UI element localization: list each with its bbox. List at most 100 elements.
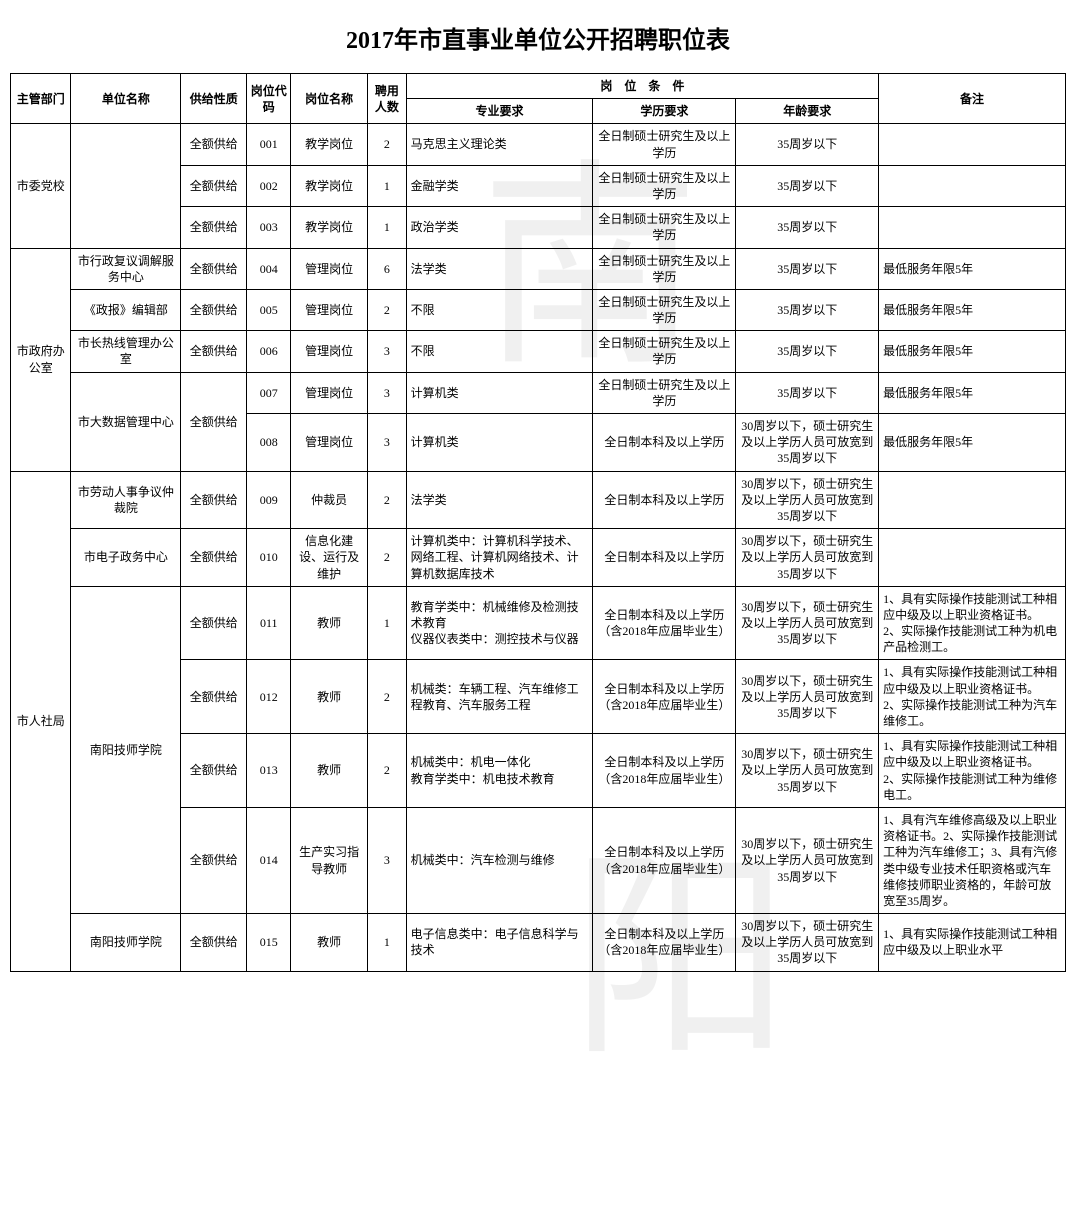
th-code: 岗位代码 [247, 74, 291, 124]
cell-note: 1、具有实际操作技能测试工种相应中级及以上职业资格证书。2、实际操作技能测试工种… [879, 734, 1066, 808]
cell-supply: 全额供给 [181, 248, 247, 289]
cell-code: 015 [247, 914, 291, 972]
cell-edu: 全日制本科及以上学历（含2018年应届毕业生） [593, 586, 736, 660]
table-row: 市人社局市劳动人事争议仲裁院全额供给009仲裁员2法学类全日制本科及以上学历30… [11, 471, 1066, 529]
cell-supply: 全额供给 [181, 914, 247, 972]
th-supply: 供给性质 [181, 74, 247, 124]
table-row: 南阳技师学院全额供给015教师1电子信息类中：电子信息科学与技术全日制本科及以上… [11, 914, 1066, 972]
cell-count: 1 [368, 207, 406, 248]
cell-code: 008 [247, 414, 291, 472]
cell-major: 政治学类 [406, 207, 593, 248]
cell-note [879, 471, 1066, 529]
cell-note [879, 207, 1066, 248]
cell-code: 001 [247, 124, 291, 165]
cell-major: 教育学类中：机械维修及检测技术教育仪器仪表类中：测控技术与仪器 [406, 586, 593, 660]
cell-note [879, 124, 1066, 165]
cell-major: 计算机类 [406, 414, 593, 472]
cell-count: 2 [368, 289, 406, 330]
cell-supply: 全额供给 [181, 586, 247, 660]
cell-code: 009 [247, 471, 291, 529]
cell-edu: 全日制硕士研究生及以上学历 [593, 207, 736, 248]
cell-age: 30周岁以下，硕士研究生及以上学历人员可放宽到35周岁以下 [736, 414, 879, 472]
cell-supply: 全额供给 [181, 165, 247, 206]
cell-code: 012 [247, 660, 291, 734]
cell-dept: 市人社局 [11, 471, 71, 971]
th-note: 备注 [879, 74, 1066, 124]
cell-note: 1、具有实际操作技能测试工种相应中级及以上职业水平 [879, 914, 1066, 972]
cell-edu: 全日制本科及以上学历 [593, 529, 736, 587]
cell-count: 2 [368, 124, 406, 165]
cell-unit: 市劳动人事争议仲裁院 [71, 471, 181, 529]
cell-age: 30周岁以下，硕士研究生及以上学历人员可放宽到35周岁以下 [736, 471, 879, 529]
cell-age: 30周岁以下，硕士研究生及以上学历人员可放宽到35周岁以下 [736, 914, 879, 972]
cell-major: 机械类：车辆工程、汽车维修工程教育、汽车服务工程 [406, 660, 593, 734]
cell-count: 3 [368, 331, 406, 372]
cell-supply: 全额供给 [181, 331, 247, 372]
cell-pname: 管理岗位 [291, 248, 368, 289]
cell-age: 35周岁以下 [736, 124, 879, 165]
th-cond-group: 岗 位 条 件 [406, 74, 879, 99]
cell-edu: 全日制本科及以上学历（含2018年应届毕业生） [593, 807, 736, 913]
cell-count: 2 [368, 471, 406, 529]
cell-dept: 市政府办公室 [11, 248, 71, 471]
cell-edu: 全日制本科及以上学历（含2018年应届毕业生） [593, 734, 736, 808]
cell-count: 2 [368, 734, 406, 808]
cell-supply: 全额供给 [181, 807, 247, 913]
cell-edu: 全日制硕士研究生及以上学历 [593, 248, 736, 289]
cell-age: 30周岁以下，硕士研究生及以上学历人员可放宽到35周岁以下 [736, 660, 879, 734]
cell-unit: 市长热线管理办公室 [71, 331, 181, 372]
cell-age: 35周岁以下 [736, 372, 879, 413]
cell-edu: 全日制硕士研究生及以上学历 [593, 372, 736, 413]
cell-age: 30周岁以下，硕士研究生及以上学历人员可放宽到35周岁以下 [736, 734, 879, 808]
cell-major: 计算机类 [406, 372, 593, 413]
cell-unit: 南阳技师学院 [71, 586, 181, 913]
table-header: 主管部门 单位名称 供给性质 岗位代码 岗位名称 聘用人数 岗 位 条 件 备注… [11, 74, 1066, 124]
cell-note: 最低服务年限5年 [879, 372, 1066, 413]
cell-code: 014 [247, 807, 291, 913]
cell-major: 机械类中：机电一体化教育学类中：机电技术教育 [406, 734, 593, 808]
cell-pname: 教师 [291, 914, 368, 972]
cell-note: 1、具有汽车维修高级及以上职业资格证书。2、实际操作技能测试工种为汽车维修工；3… [879, 807, 1066, 913]
th-age: 年龄要求 [736, 99, 879, 124]
cell-dept: 市委党校 [11, 124, 71, 248]
cell-code: 004 [247, 248, 291, 289]
cell-edu: 全日制硕士研究生及以上学历 [593, 289, 736, 330]
cell-major: 机械类中：汽车检测与维修 [406, 807, 593, 913]
cell-pname: 教学岗位 [291, 165, 368, 206]
cell-note: 1、具有实际操作技能测试工种相应中级及以上职业资格证书。2、实际操作技能测试工种… [879, 586, 1066, 660]
cell-edu: 全日制本科及以上学历 [593, 414, 736, 472]
cell-count: 1 [368, 586, 406, 660]
cell-age: 35周岁以下 [736, 207, 879, 248]
cell-unit: 《政报》编辑部 [71, 289, 181, 330]
cell-count: 1 [368, 914, 406, 972]
cell-unit: 市大数据管理中心 [71, 372, 181, 471]
cell-supply: 全额供给 [181, 372, 247, 471]
cell-code: 002 [247, 165, 291, 206]
cell-supply: 全额供给 [181, 124, 247, 165]
cell-edu: 全日制本科及以上学历（含2018年应届毕业生） [593, 660, 736, 734]
cell-code: 003 [247, 207, 291, 248]
cell-code: 007 [247, 372, 291, 413]
table-row: 《政报》编辑部全额供给005管理岗位2不限全日制硕士研究生及以上学历35周岁以下… [11, 289, 1066, 330]
cell-unit [71, 124, 181, 248]
cell-pname: 管理岗位 [291, 331, 368, 372]
table-body: 市委党校全额供给001教学岗位2马克思主义理论类全日制硕士研究生及以上学历35周… [11, 124, 1066, 971]
cell-age: 35周岁以下 [736, 248, 879, 289]
table-row: 市长热线管理办公室全额供给006管理岗位3不限全日制硕士研究生及以上学历35周岁… [11, 331, 1066, 372]
cell-major: 法学类 [406, 248, 593, 289]
cell-supply: 全额供给 [181, 207, 247, 248]
cell-pname: 管理岗位 [291, 372, 368, 413]
table-row: 市政府办公室市行政复议调解服务中心全额供给004管理岗位6法学类全日制硕士研究生… [11, 248, 1066, 289]
cell-note: 1、具有实际操作技能测试工种相应中级及以上职业资格证书。2、实际操作技能测试工种… [879, 660, 1066, 734]
table-row: 市委党校全额供给001教学岗位2马克思主义理论类全日制硕士研究生及以上学历35周… [11, 124, 1066, 165]
cell-supply: 全额供给 [181, 660, 247, 734]
th-edu: 学历要求 [593, 99, 736, 124]
cell-pname: 教学岗位 [291, 207, 368, 248]
cell-major: 不限 [406, 331, 593, 372]
cell-pname: 教师 [291, 586, 368, 660]
cell-count: 6 [368, 248, 406, 289]
cell-code: 010 [247, 529, 291, 587]
cell-pname: 生产实习指导教师 [291, 807, 368, 913]
cell-edu: 全日制本科及以上学历 [593, 471, 736, 529]
cell-edu: 全日制硕士研究生及以上学历 [593, 124, 736, 165]
